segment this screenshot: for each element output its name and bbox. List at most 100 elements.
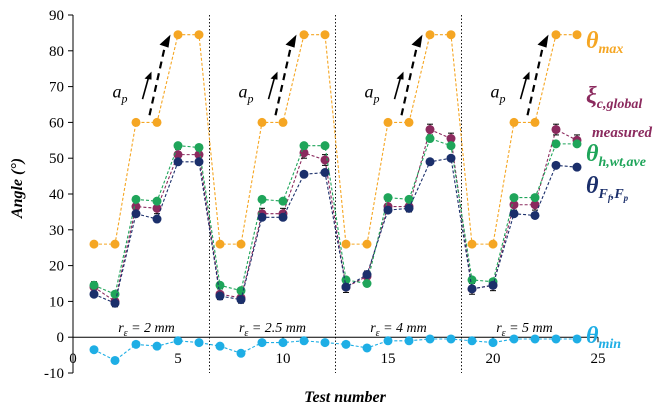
y-tick-label: 10 <box>49 294 64 310</box>
point-xi <box>194 150 204 160</box>
point-theta_F <box>89 289 99 299</box>
point-theta_min <box>341 339 351 349</box>
segment-label: rε = 2.5 mm <box>239 321 306 339</box>
point-theta_max <box>152 117 162 127</box>
feed-arrow-long <box>400 43 419 116</box>
y-tick-label: 30 <box>49 223 64 239</box>
feed-arrow-head <box>522 71 530 80</box>
feed-arrow-long <box>274 43 293 116</box>
point-theta_h <box>89 280 99 290</box>
point-theta_min <box>194 338 204 348</box>
y-tick-label: 0 <box>57 330 65 346</box>
point-theta_F <box>194 157 204 167</box>
legend-theta_h: θh,wt,ave <box>586 141 646 170</box>
point-theta_h <box>194 142 204 152</box>
point-theta_h <box>278 196 288 206</box>
series-theta_h <box>89 134 582 299</box>
series-layer <box>89 30 582 365</box>
legend-xi: ξc,global <box>586 83 642 112</box>
segment-label: rε = 2 mm <box>118 321 175 339</box>
legend-theta_min: θmin <box>586 323 621 352</box>
point-theta_h <box>467 275 477 285</box>
feed-arrow-long <box>526 43 545 116</box>
point-theta_max <box>194 30 204 40</box>
point-theta_min <box>320 338 330 348</box>
point-theta_h <box>236 286 246 296</box>
point-theta_F <box>215 291 225 301</box>
point-theta_max <box>173 30 183 40</box>
point-theta_F <box>551 160 561 170</box>
x-tick-label: 15 <box>381 351 396 367</box>
point-theta_h <box>299 141 309 151</box>
feed-arrow-short <box>267 77 276 100</box>
point-theta_F <box>509 209 519 219</box>
point-theta_min <box>173 336 183 346</box>
x-tick-label: 25 <box>591 351 606 367</box>
annotations: rε = 2 mm rε = 2.5 mm rε = 4 mm rε = 5 mm ap… <box>113 34 553 339</box>
point-theta_h <box>257 194 267 204</box>
point-theta_max <box>383 117 393 127</box>
point-theta_min <box>467 336 477 346</box>
feed-label: ap <box>365 81 380 105</box>
point-xi <box>173 150 183 160</box>
point-theta_h <box>530 193 540 203</box>
point-theta_F <box>278 212 288 222</box>
point-theta_F <box>467 284 477 294</box>
point-xi <box>446 134 456 144</box>
point-theta_max <box>131 117 141 127</box>
point-theta_max <box>341 239 351 249</box>
feed-label: ap <box>491 81 506 105</box>
point-theta_F <box>425 157 435 167</box>
y-tick-label: 60 <box>49 115 64 131</box>
point-theta_F <box>320 168 330 178</box>
point-xi <box>152 203 162 213</box>
feed-arrow-short <box>393 77 402 100</box>
point-theta_h <box>173 141 183 151</box>
point-theta_min <box>236 348 246 358</box>
point-theta_max <box>110 239 120 249</box>
point-theta_max <box>404 117 414 127</box>
point-theta_F <box>299 169 309 179</box>
feed-arrow-head <box>270 71 278 80</box>
feed-arrow-head <box>396 71 404 80</box>
point-theta_max <box>551 30 561 40</box>
point-theta_F <box>572 162 582 172</box>
point-theta_max <box>530 117 540 127</box>
feed-label: ap <box>239 81 254 105</box>
point-theta_F <box>173 157 183 167</box>
point-theta_min <box>383 336 393 346</box>
x-tick-label: 0 <box>69 351 77 367</box>
point-theta_min <box>404 336 414 346</box>
point-theta_min <box>551 334 561 344</box>
point-xi <box>509 200 519 210</box>
series-theta_max <box>89 30 582 249</box>
feed-arrow-short <box>519 77 528 100</box>
point-theta_max <box>425 30 435 40</box>
point-xi <box>425 125 435 135</box>
point-theta_h <box>446 141 456 151</box>
point-theta_F <box>383 205 393 215</box>
point-theta_min <box>572 334 582 344</box>
point-theta_F <box>362 270 372 280</box>
series-line-theta_h <box>93 137 577 296</box>
point-theta_F <box>404 203 414 213</box>
feed-arrow-long <box>148 43 167 116</box>
point-theta_h <box>215 280 225 290</box>
point-theta_h <box>509 193 519 203</box>
x-axis-title: Test number <box>304 389 386 406</box>
point-theta_max <box>572 30 582 40</box>
point-theta_h <box>131 194 141 204</box>
series-line-theta_min <box>93 338 577 362</box>
legend-xi-note: measured <box>592 125 653 141</box>
point-theta_min <box>215 341 225 351</box>
series-theta_min <box>89 334 582 365</box>
x-tick-label: 20 <box>486 351 501 367</box>
point-theta_h <box>404 194 414 204</box>
legend-theta_F: θFf,Fp <box>586 173 629 203</box>
point-theta_h <box>362 279 372 288</box>
point-theta_min <box>278 338 288 348</box>
series-theta_F <box>89 153 582 308</box>
series-line-theta_max <box>94 34 577 245</box>
point-theta_min <box>425 334 435 344</box>
